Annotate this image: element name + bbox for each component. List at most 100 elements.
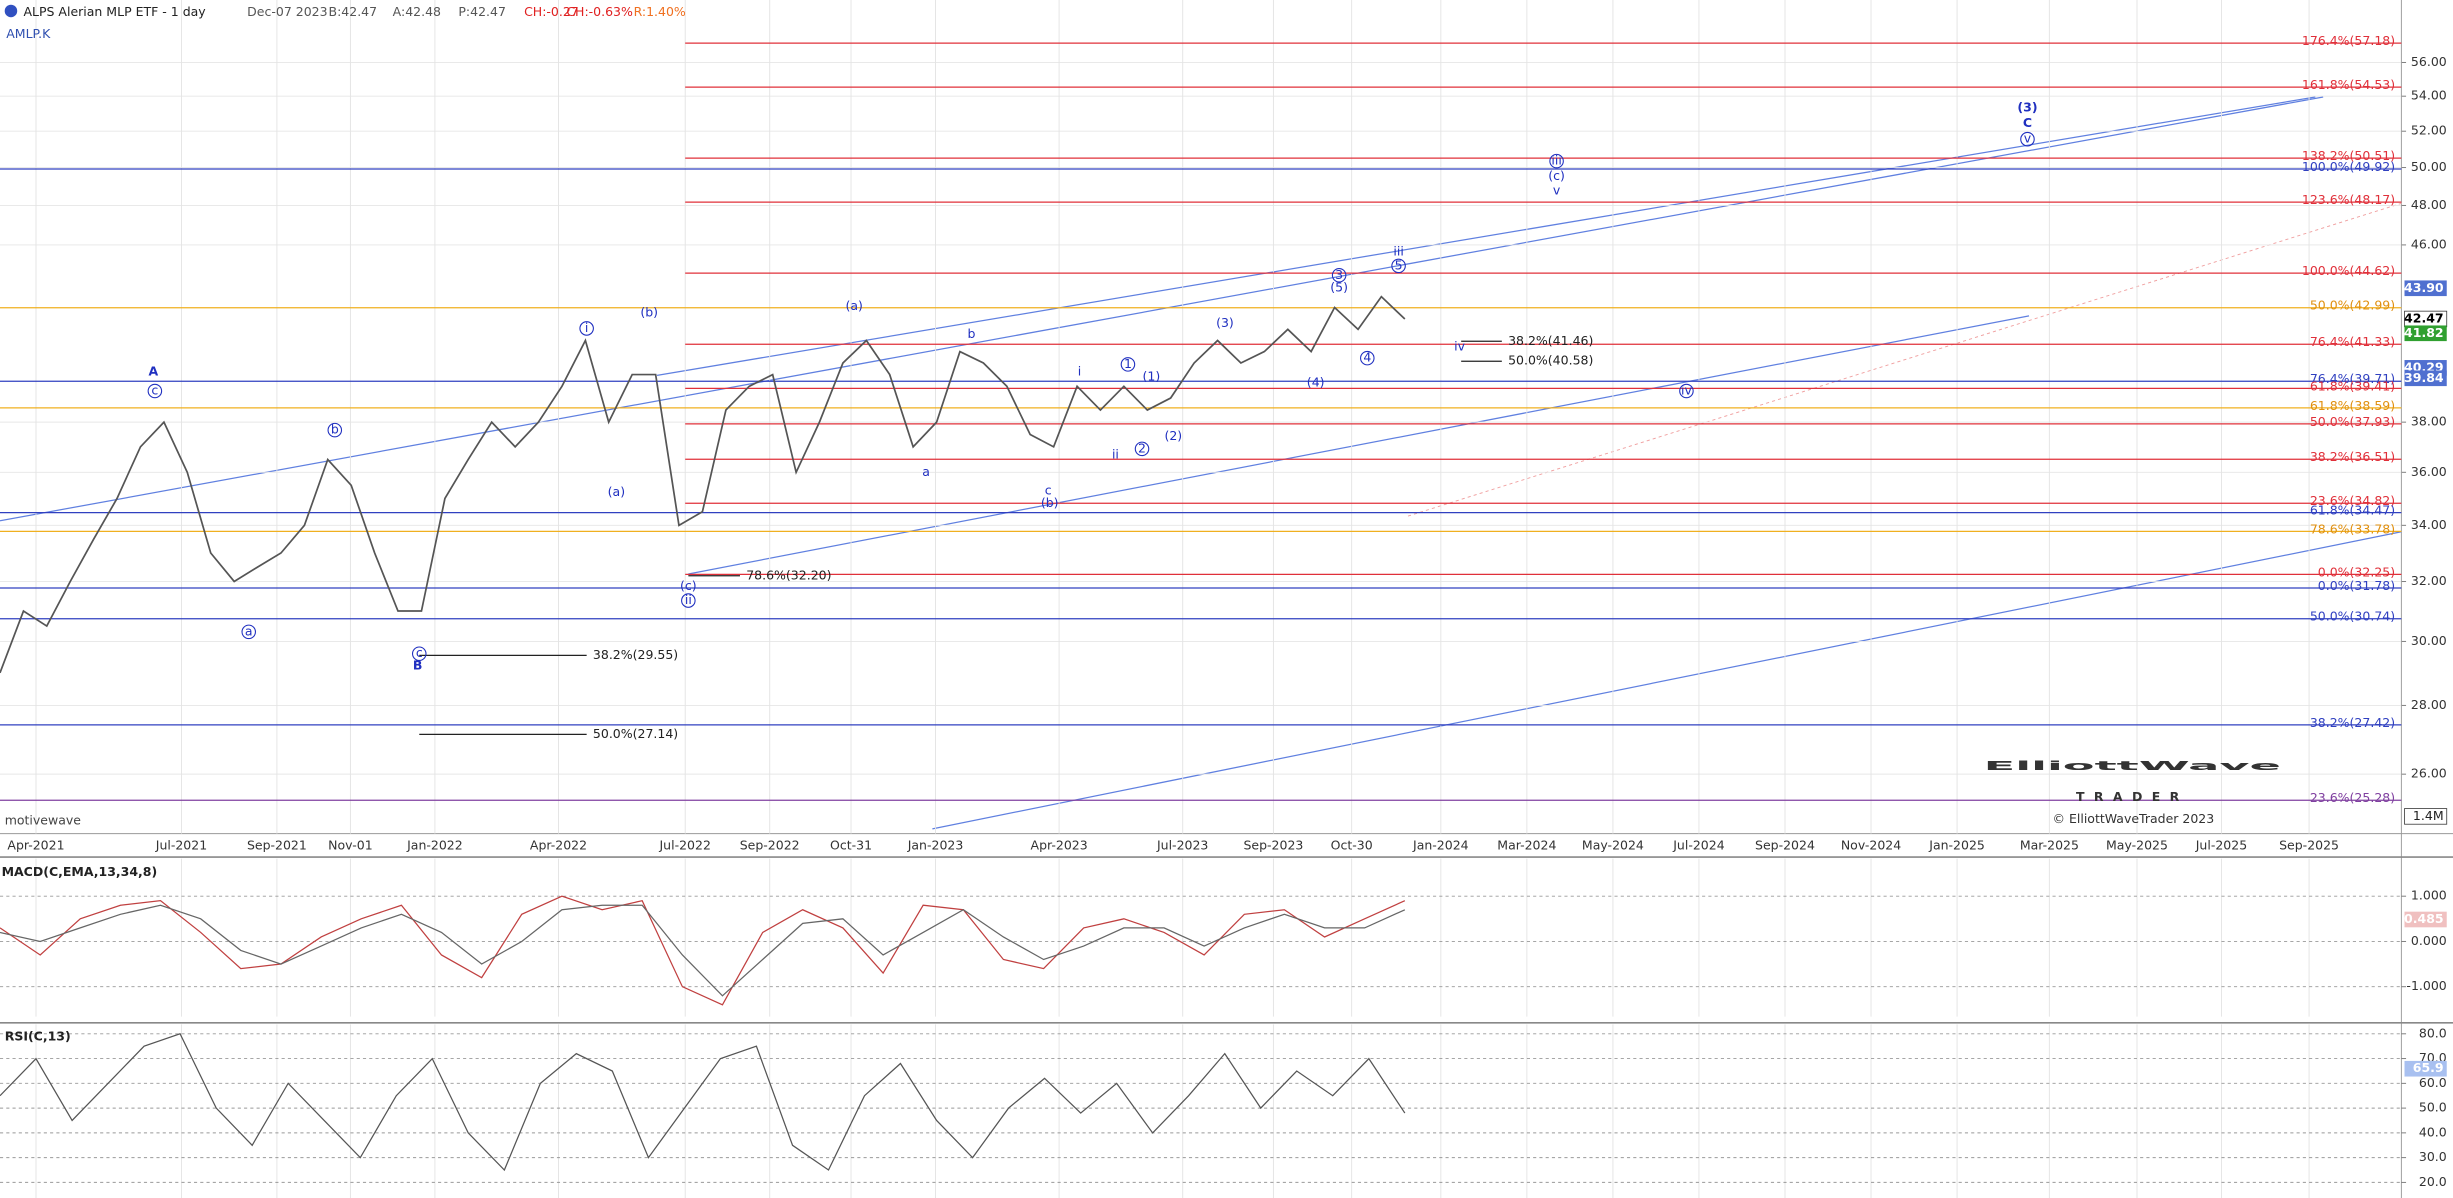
wave-label: c (416, 645, 423, 660)
y-tick-label: 30.0 (2419, 1149, 2447, 1164)
y-tick-label: 80.0 (2419, 1025, 2447, 1040)
y-tick-label: 52.00 (2411, 123, 2447, 138)
y-tick-label: 20.0 (2419, 1174, 2447, 1189)
fib-label: 61.8%(39.41) (2310, 378, 2395, 393)
chart-title: ALPS Alerian MLP ETF - 1 day (23, 4, 206, 19)
x-tick-label: Sep-2023 (1243, 838, 1303, 853)
panel-title: RSI(C,13) (5, 1028, 71, 1043)
wave-label: iv (1454, 339, 1465, 354)
fib-label: 0.0%(31.78) (2318, 578, 2395, 593)
wave-circle (1120, 357, 1136, 372)
wave-label: (b) (1041, 495, 1059, 510)
x-tick-label: Jul-2025 (2195, 838, 2247, 853)
wave-label: 1 (1124, 356, 1132, 371)
x-tick-label: Jul-2023 (1156, 838, 1208, 853)
volume-tag (2404, 808, 2448, 825)
wave-circle (579, 321, 594, 336)
header-change: CH:-0.27 (524, 4, 579, 19)
wave-label: (3) (2017, 99, 2037, 114)
wave-circle (327, 422, 343, 438)
x-tick-label: Nov-01 (328, 838, 372, 853)
wave-label: ii (1112, 447, 1119, 462)
wave-label: 2 (1138, 440, 1146, 455)
trend-line (656, 96, 2316, 376)
wave-label: iii (1393, 243, 1403, 258)
x-tick-label: Oct-31 (830, 838, 872, 853)
wave-label: (a) (845, 298, 862, 313)
price-tag-label: 65.9 (2413, 1060, 2444, 1075)
x-tick-label: Mar-2024 (1497, 838, 1556, 853)
wave-label: (c) (1548, 168, 1565, 183)
wave-label: (2) (1164, 428, 1182, 443)
wave-label: iv (1681, 382, 1692, 397)
wave-label: a (922, 464, 930, 479)
wave-label: (3) (1216, 315, 1234, 330)
y-tick-label: 50.0 (2419, 1100, 2447, 1115)
logo-subtext: TRADER (2076, 789, 2189, 804)
annotation-label: 78.6%(32.20) (746, 567, 831, 582)
wave-label: (5) (1330, 279, 1348, 294)
x-tick-label: Sep-2025 (2279, 838, 2339, 853)
fib-label: 176.4%(57.18) (2302, 33, 2395, 48)
fib-label: 161.8%(54.53) (2302, 77, 2395, 92)
y-tick-label: 34.00 (2411, 517, 2447, 532)
logo-copyright: © ElliottWaveTrader 2023 (2053, 811, 2215, 826)
y-tick-label: 60.0 (2419, 1075, 2447, 1090)
x-tick-label: Apr-2023 (1031, 838, 1088, 853)
fib-label: 78.6%(33.78) (2310, 521, 2395, 536)
x-tick-label: May-2025 (2106, 838, 2168, 853)
wave-label: 4 (1363, 350, 1371, 365)
wave-label: i (1078, 364, 1081, 379)
x-tick-label: Sep-2024 (1755, 838, 1815, 853)
price-tag-label: 0.485 (2404, 911, 2444, 926)
x-tick-label: Jul-2021 (155, 838, 207, 853)
wave-circle (147, 383, 163, 399)
fib-label: 38.2%(27.42) (2310, 715, 2395, 730)
price-tag (2404, 370, 2447, 387)
wave-label: c (1045, 483, 1052, 498)
logo-text: ElliottWave (1984, 758, 2281, 773)
wave-circle (1549, 153, 1564, 169)
x-tick-label: Oct-30 (1331, 838, 1373, 853)
header-bid: B:42.47 (329, 4, 378, 19)
wave-circle (1134, 441, 1150, 457)
annotation-label: 38.2%(29.55) (593, 647, 678, 662)
x-tick-label: May-2024 (1582, 838, 1644, 853)
price-tag-label: 41.82 (2404, 325, 2444, 340)
fib-label: 38.2%(36.51) (2310, 449, 2395, 464)
fib-label: 50.0%(30.74) (2310, 609, 2395, 624)
header-change-pct: CH:-0.63% (566, 4, 633, 19)
wave-label: i (585, 320, 588, 335)
price-tag-label: 42.47 (2404, 310, 2444, 325)
y-tick-label: 40.0 (2419, 1124, 2447, 1139)
x-tick-label: Jan-2025 (1928, 838, 1985, 853)
y-tick-label: 26.00 (2411, 766, 2447, 781)
wave-label: 3 (1335, 267, 1343, 282)
x-tick-label: Apr-2022 (530, 838, 587, 853)
series-line (0, 895, 1406, 1006)
x-tick-label: Jan-2024 (1412, 838, 1469, 853)
fib-label: 123.6%(48.17) (2302, 192, 2395, 207)
fib-label: 100.0%(49.92) (2302, 159, 2395, 174)
wave-label: (c) (680, 578, 697, 593)
wave-label: (4) (1307, 375, 1325, 390)
y-tick-label: 50.00 (2411, 159, 2447, 174)
header-date: Dec-07 2023 (247, 4, 327, 19)
y-tick-label: -1.000 (2406, 978, 2446, 993)
wave-label: v (1553, 182, 1561, 197)
wave-label: (a) (608, 484, 625, 499)
trend-line (1407, 202, 2402, 517)
y-tick-label: 54.00 (2411, 88, 2447, 103)
header-ask: A:42.48 (393, 4, 441, 19)
annotation-label: 50.0%(40.58) (1508, 353, 1593, 368)
x-tick-label: Nov-2024 (1841, 838, 1901, 853)
symbol-icon (4, 4, 18, 18)
fib-label: 61.8%(34.47) (2310, 503, 2395, 518)
wave-label: 5 (1395, 257, 1403, 272)
symbol: AMLP.K (6, 26, 51, 41)
x-tick-label: Jan-2022 (406, 838, 463, 853)
